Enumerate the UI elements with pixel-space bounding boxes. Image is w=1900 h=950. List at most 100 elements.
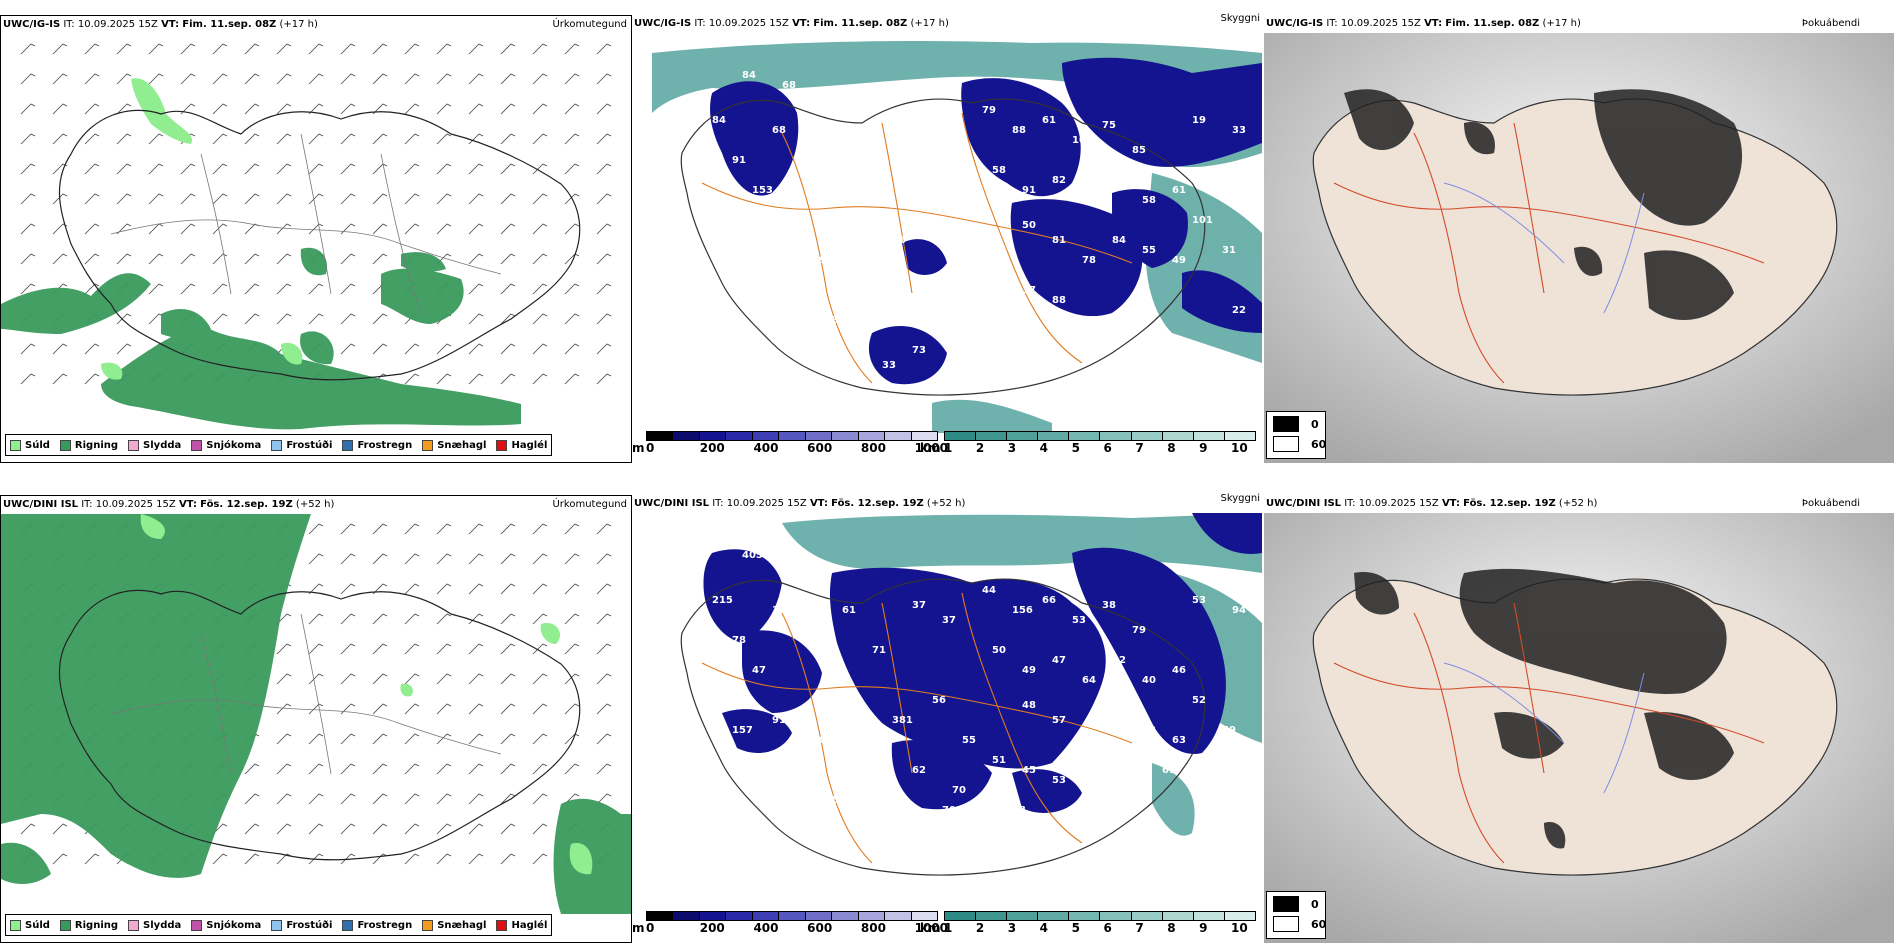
ceiling-label: 70 — [942, 805, 956, 816]
precip-legend-label: Frostúði — [286, 439, 333, 451]
precip-legend-item: Snjókoma — [191, 439, 261, 451]
colorbar-segment — [1038, 912, 1070, 920]
precip-legend-swatch — [496, 919, 508, 931]
ceiling-colorbar-bar — [646, 431, 938, 441]
ceiling-label: 79 — [982, 105, 996, 116]
precip-legend-item: Rigning — [59, 919, 118, 931]
wind-barb — [148, 283, 164, 295]
wind-barb — [276, 673, 292, 685]
wind-barb — [84, 163, 100, 175]
wind-barb — [276, 313, 292, 325]
ceiling-label: 61 — [842, 605, 856, 616]
precip-legend-swatch — [59, 439, 71, 451]
wind-barb — [404, 673, 420, 685]
wind-barb — [372, 583, 388, 595]
ceiling-label: 22 — [1232, 305, 1246, 316]
wind-barb — [372, 793, 388, 805]
wind-barb — [596, 763, 612, 775]
wind-barb — [276, 163, 292, 175]
wind-barb — [372, 733, 388, 745]
wind-barb — [20, 253, 36, 265]
colorbar-tick-label: 200 — [699, 441, 725, 455]
wind-barb — [500, 523, 516, 535]
ceiling-label: 57 — [942, 135, 956, 146]
wind-barb — [340, 733, 356, 745]
wind-barb — [404, 733, 420, 745]
ceiling-label: 53 — [1192, 595, 1206, 606]
visibility-colorbar-ticks: 1 2 3 4 5 6 7 8 9 10 — [944, 921, 1256, 935]
fog-legend: 0 60 — [1266, 891, 1326, 939]
wind-barb — [468, 163, 484, 175]
ceiling-label: 73 — [1082, 735, 1096, 746]
wind-barb — [564, 583, 580, 595]
wind-barb — [532, 373, 548, 385]
ceiling-label: 51 — [802, 630, 816, 641]
wind-barb — [244, 103, 260, 115]
wind-barb — [116, 43, 132, 55]
precip-legend-swatch — [10, 439, 21, 451]
wind-barb — [436, 583, 452, 595]
wind-barb — [532, 343, 548, 355]
wind-barb — [372, 523, 388, 535]
precip-type-legend: Súld Rigning Slydda Snjókoma Frostúði Frostre… — [5, 434, 553, 456]
wind-barb — [308, 193, 324, 205]
colorbar-segment — [647, 432, 674, 440]
colorbar-segment — [805, 912, 833, 920]
wind-barb — [84, 253, 100, 265]
wind-barb — [404, 343, 420, 355]
wind-barb — [180, 73, 196, 85]
precip-legend-label: Frostregn — [357, 439, 413, 451]
fog-legend: 0 60 — [1266, 411, 1326, 459]
wind-barb — [212, 43, 228, 55]
colorbar-tick-label: 600 — [807, 921, 833, 935]
wind-barb — [596, 223, 612, 235]
wind-barb — [84, 223, 100, 235]
wind-barb — [244, 253, 260, 265]
precip-legend-swatch — [342, 919, 354, 931]
ceiling-label: 68 — [772, 125, 786, 136]
wind-barb — [436, 223, 452, 235]
fog-map — [1264, 33, 1894, 463]
wind-barb — [532, 523, 548, 535]
wind-barb — [404, 43, 420, 55]
colorbar-segment — [1162, 432, 1194, 440]
wind-barb — [500, 553, 516, 565]
wind-barb — [340, 823, 356, 835]
colorbar-segment — [1007, 912, 1039, 920]
wind-barb — [500, 373, 516, 385]
ceiling-label: 91 — [1022, 185, 1036, 196]
ceiling-label: 88 — [1012, 125, 1026, 136]
wind-barb — [468, 73, 484, 85]
wind-barb — [84, 193, 100, 205]
wind-barb — [20, 223, 36, 235]
wind-barb — [436, 823, 452, 835]
wind-barb — [244, 43, 260, 55]
colorbar-segment — [1224, 912, 1255, 920]
ceiling-label: 89 — [932, 215, 946, 226]
rivers — [1443, 182, 1645, 314]
ceiling-label: 101 — [1192, 215, 1213, 226]
ceiling-label: 59 — [982, 835, 996, 846]
wind-barb — [532, 163, 548, 175]
drizzle-areas — [101, 78, 303, 380]
ceiling-label: 63 — [1012, 805, 1026, 816]
ceiling-label: 111 — [1042, 835, 1063, 846]
ceiling-label: 55 — [832, 795, 846, 806]
wind-barb — [596, 373, 612, 385]
wind-barb — [276, 613, 292, 625]
colorbar-segment — [805, 432, 833, 440]
ceiling-label: 75 — [792, 295, 806, 306]
wind-barb — [340, 793, 356, 805]
ceiling-label: 69 — [1222, 725, 1236, 736]
wind-barb — [180, 43, 196, 55]
wind-barb — [84, 73, 100, 85]
precip-legend-swatch — [342, 439, 354, 451]
ceiling-label: 39 — [1072, 825, 1086, 836]
ceiling-label: 34 — [942, 325, 956, 336]
wind-barb — [244, 193, 260, 205]
wind-barb — [500, 223, 516, 235]
roads — [1333, 122, 1765, 384]
ceiling-label: 91 — [732, 155, 746, 166]
colorbar-segment — [1100, 912, 1132, 920]
wind-barb — [532, 853, 548, 865]
